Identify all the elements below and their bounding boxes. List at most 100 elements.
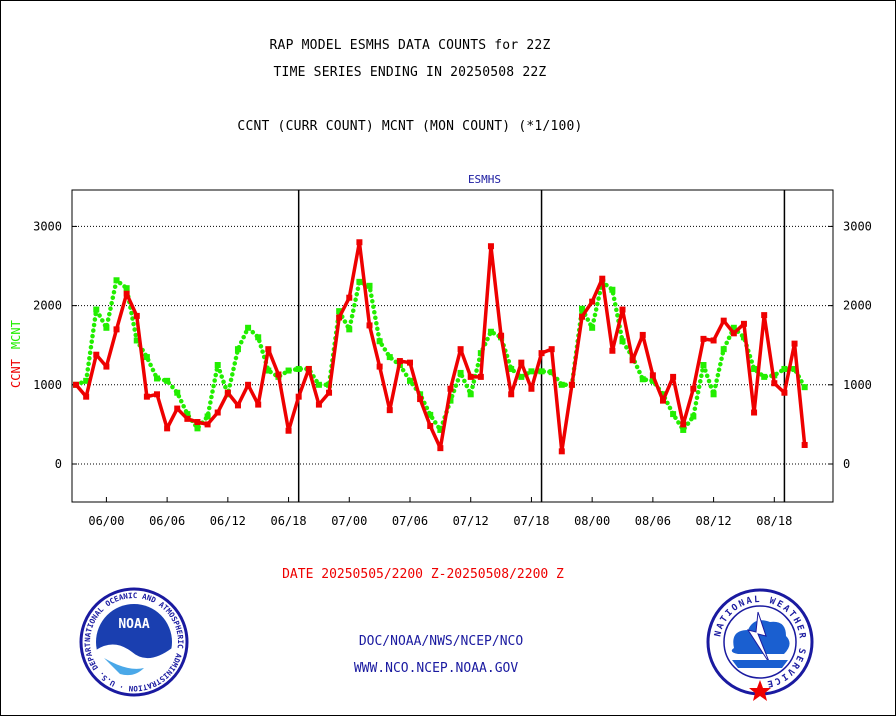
chart-title-line2: TIME SERIES ENDING IN 20250508 22Z (273, 65, 547, 80)
mcnt-point (356, 278, 363, 285)
mcnt-point (457, 369, 464, 376)
ccnt-point (710, 337, 717, 344)
ccnt-point (376, 363, 383, 370)
mcnt-point (315, 381, 322, 388)
mcnt-point (548, 369, 555, 376)
mcnt-point (133, 337, 140, 344)
mcnt-point (164, 377, 171, 384)
mcnt-point (265, 367, 272, 374)
mcnt-point (113, 277, 120, 284)
ccnt-point (589, 298, 596, 305)
mcnt-point (437, 426, 444, 433)
ccnt-point (336, 314, 343, 321)
ccnt-point (315, 401, 322, 408)
ccnt-point (406, 359, 413, 366)
chart-subtitle: CCNT (CURR COUNT) MCNT (MON COUNT) (*1/1… (237, 119, 583, 134)
mcnt-point (751, 365, 758, 372)
y-tick-label-right: 1000 (843, 378, 872, 392)
ccnt-point (305, 365, 312, 372)
mcnt-point (123, 285, 130, 292)
ccnt-point (487, 243, 494, 250)
mcnt-point (670, 411, 677, 418)
mcnt-point (659, 391, 666, 398)
date-range-label: DATE 20250505/2200 Z-20250508/2200 Z (282, 567, 564, 582)
ccnt-point (326, 389, 333, 396)
mcnt-point (103, 324, 110, 331)
ccnt-point (740, 320, 747, 327)
x-tick-label: 07/18 (513, 514, 549, 528)
mcnt-point (386, 354, 393, 361)
ccnt-point (356, 239, 363, 246)
x-tick-label: 08/06 (635, 514, 671, 528)
ccnt-point (184, 415, 191, 422)
ccnt-point (295, 393, 302, 400)
x-tick-label: 06/06 (149, 514, 185, 528)
ccnt-point (123, 290, 130, 297)
ccnt-point (143, 393, 150, 400)
ccnt-point (781, 389, 788, 396)
ccnt-point (214, 409, 221, 416)
mcnt-point (194, 425, 201, 432)
mcnt-point (649, 377, 656, 384)
mcnt-point (467, 391, 474, 398)
ccnt-point (133, 312, 140, 319)
ccnt-point (164, 425, 171, 432)
ccnt-point (568, 381, 575, 388)
ccnt-point (265, 346, 272, 353)
mcnt-point (720, 346, 727, 353)
mcnt-point (619, 338, 626, 345)
ccnt-point (103, 363, 110, 370)
ccnt-point (751, 409, 758, 416)
ccnt-point (224, 389, 231, 396)
mcnt-point (376, 338, 383, 345)
mcnt-point (336, 308, 343, 315)
ccnt-point (204, 421, 211, 428)
mcnt-point (558, 381, 565, 388)
mcnt-point (143, 354, 150, 361)
mcnt-point (83, 377, 90, 384)
ccnt-point (427, 422, 434, 429)
ccnt-point (700, 335, 707, 342)
mcnt-point (579, 305, 586, 312)
mcnt-point (477, 350, 484, 357)
website-link[interactable]: WWW.NCO.NCEP.NOAA.GOV (354, 661, 519, 676)
x-tick-label: 07/00 (331, 514, 367, 528)
x-tick-label: 08/18 (756, 514, 792, 528)
ccnt-point (771, 380, 778, 387)
mcnt-point (214, 362, 221, 369)
ccnt-point (730, 330, 737, 337)
mcnt-point (791, 365, 798, 372)
ccnt-point (609, 347, 616, 354)
ccnt-point (791, 340, 798, 347)
ccnt-point (649, 372, 656, 379)
x-tick-label: 07/12 (453, 514, 489, 528)
y-tick-label-right: 2000 (843, 299, 872, 313)
ccnt-point (619, 306, 626, 313)
y-tick-label-left: 3000 (33, 219, 62, 233)
ccnt-point (599, 275, 606, 282)
ccnt-point (720, 317, 727, 324)
ccnt-point (508, 391, 515, 398)
ccnt-point (538, 350, 545, 357)
mcnt-point (285, 367, 292, 374)
mcnt-point (245, 324, 252, 331)
ccnt-point (629, 357, 636, 364)
mcnt-point (528, 368, 535, 375)
mcnt-point (761, 373, 768, 380)
noaa-logo-text: NOAA (118, 617, 149, 632)
ccnt-point (113, 326, 120, 333)
ccnt-point (690, 385, 697, 392)
org-path-label: DOC/NOAA/NWS/NCEP/NCO (359, 634, 524, 649)
mcnt-point (801, 384, 808, 391)
mcnt-point (609, 286, 616, 293)
mcnt-point (700, 362, 707, 369)
ccnt-point (670, 373, 677, 380)
ccnt-point (275, 371, 282, 378)
ccnt-point (761, 312, 768, 319)
ccnt-point (457, 346, 464, 353)
ccnt-point (467, 373, 474, 380)
y-axis-label: CCNT MCNT (9, 320, 23, 388)
y-tick-label-right: 0 (843, 457, 850, 471)
x-tick-label: 06/18 (270, 514, 306, 528)
